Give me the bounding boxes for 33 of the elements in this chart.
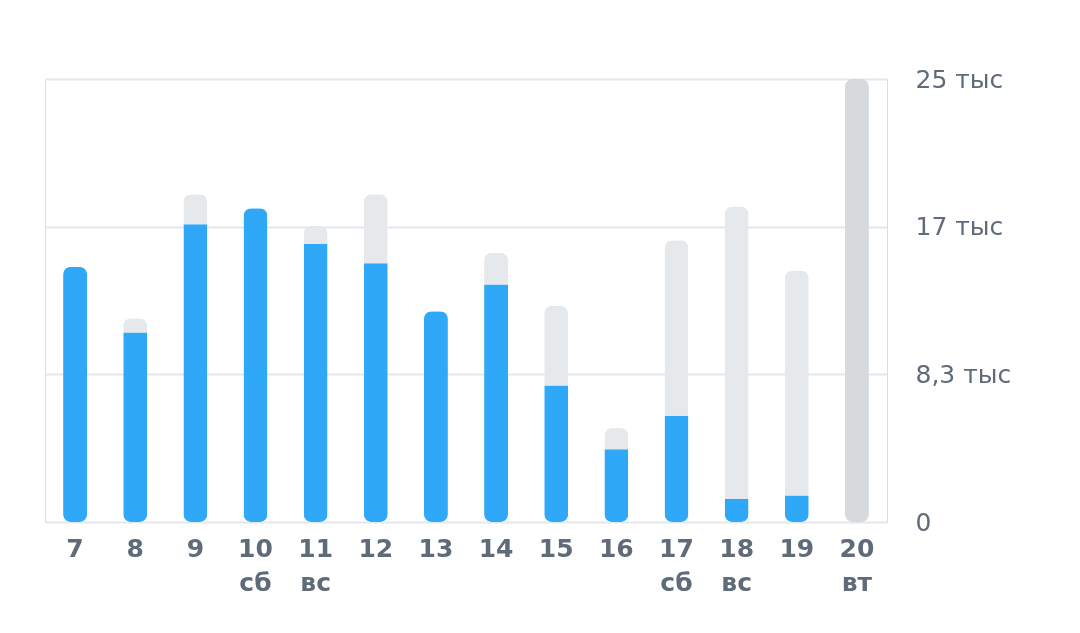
bar <box>484 252 509 285</box>
bar <box>484 284 509 522</box>
x-tick-label: 20 вт <box>839 533 875 597</box>
bar <box>784 495 809 522</box>
x-tick-label: 19 <box>779 533 815 563</box>
bar <box>844 79 869 522</box>
bar <box>63 266 88 522</box>
x-tick-label: 17 сб <box>659 533 694 597</box>
x-tick-label: 15 <box>538 533 574 563</box>
x-tick-label: 8 <box>126 533 144 563</box>
bar <box>604 449 629 522</box>
bar <box>243 208 268 522</box>
bar <box>123 332 148 522</box>
bar <box>423 311 448 522</box>
x-tick-label: 11 вс <box>298 533 334 597</box>
y-tick-label: 8,3 тыс <box>915 359 1012 389</box>
y-tick-label: 17 тыс <box>915 212 1004 242</box>
bar <box>303 243 328 522</box>
x-tick-label: 14 <box>478 533 514 563</box>
x-tick-label: 9 <box>186 533 205 563</box>
x-tick-label: 16 <box>598 533 634 563</box>
x-tick-label: 13 <box>418 533 454 563</box>
y-tick-label: 0 <box>915 507 932 537</box>
x-tick-label: 7 <box>66 533 84 563</box>
x-tick-label: 18 вс <box>719 533 755 597</box>
bar <box>363 263 388 522</box>
x-tick-label: 12 <box>358 533 394 563</box>
bar <box>724 498 749 522</box>
bar <box>183 224 208 522</box>
x-tick-label: 10 сб <box>238 533 273 597</box>
bar <box>664 415 689 522</box>
y-tick-label: 25 тыс <box>915 64 1004 94</box>
bar <box>544 385 569 522</box>
